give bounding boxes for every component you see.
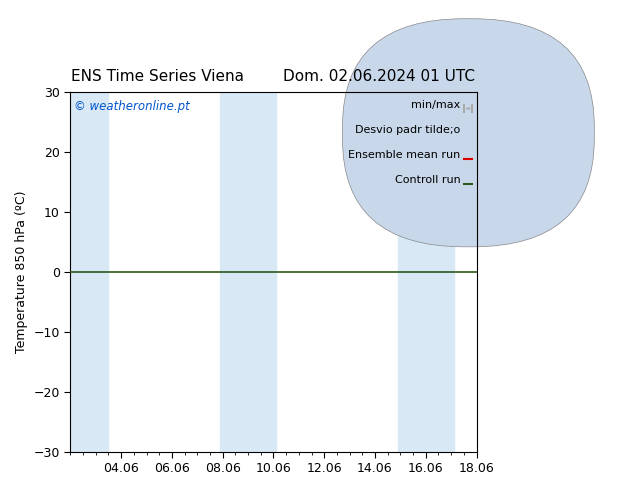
Bar (70, 92, 108, 452)
Y-axis label: Temperature 850 hPa (ºC): Temperature 850 hPa (ºC) (15, 191, 28, 353)
Text: min/max: min/max (411, 99, 460, 110)
Bar (220, 92, 276, 452)
Title: ENS Time Series Viena        Dom. 02.06.2024 01 UTC: ENS Time Series Viena Dom. 02.06.2024 01… (72, 69, 476, 84)
Text: Controll run: Controll run (394, 175, 460, 185)
FancyBboxPatch shape (342, 19, 594, 247)
Text: © weatheronline.pt: © weatheronline.pt (74, 99, 190, 113)
Bar (398, 92, 454, 452)
Text: Desvio padr tilde;o: Desvio padr tilde;o (355, 124, 460, 135)
Text: Ensemble mean run: Ensemble mean run (348, 150, 460, 160)
